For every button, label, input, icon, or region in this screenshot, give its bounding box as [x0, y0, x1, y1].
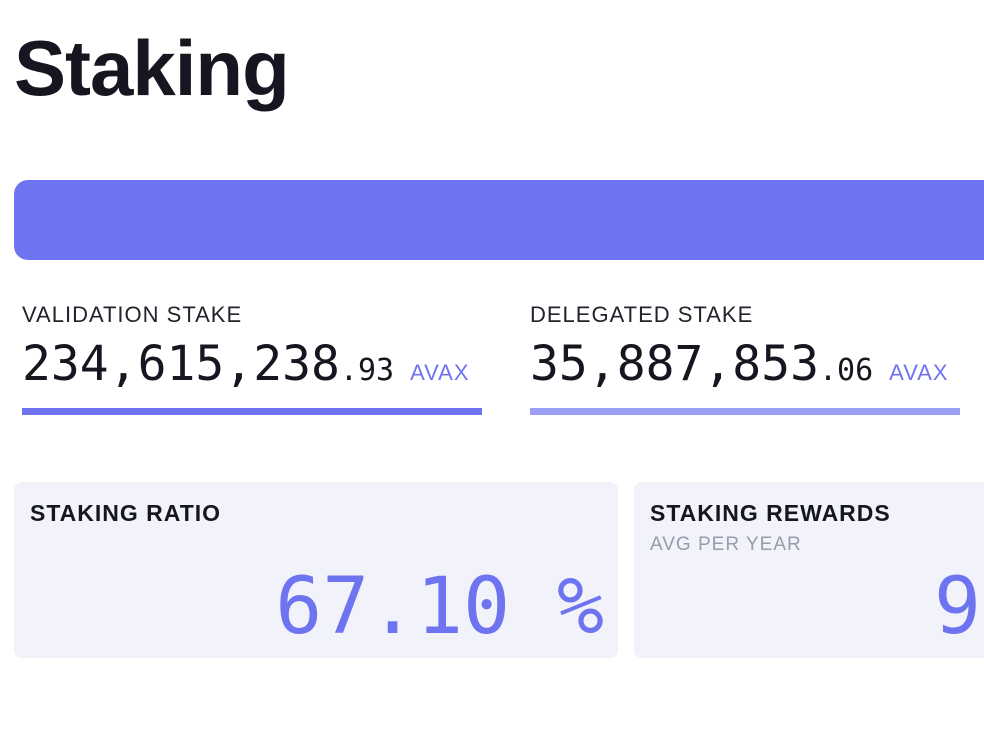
validation-stake-label: VALIDATION STAKE: [22, 302, 243, 327]
delegated-stake-underline: [530, 408, 960, 415]
validation-stake-value: 234,615,238 .93 AVAX: [22, 336, 482, 392]
delegated-stake-integer: 35,887,853: [530, 336, 819, 392]
validation-stake-integer: 234,615,238: [22, 336, 340, 392]
staking-ratio-value: 67.10 %: [275, 562, 604, 652]
page-title: Staking: [14, 24, 290, 112]
delegated-stake-value: 35,887,853 .06 AVAX: [530, 336, 960, 392]
delegated-stake-panel: DELEGATED STAKE 35,887,853 .06 AVAX: [530, 300, 960, 415]
validation-stake-unit: AVAX: [410, 360, 470, 385]
delegated-stake-unit: AVAX: [889, 360, 949, 385]
staking-rewards-title: STAKING REWARDS: [650, 500, 891, 526]
delegated-stake-decimal: .06: [818, 353, 874, 388]
staking-ratio-title: STAKING RATIO: [30, 500, 222, 526]
staking-rewards-value: 9: [934, 562, 981, 652]
staking-rewards-card: STAKING REWARDS AVG PER YEAR 9: [634, 482, 984, 658]
validation-stake-panel: VALIDATION STAKE 234,615,238 .93 AVAX: [22, 300, 482, 415]
stake-distribution-bar: [14, 180, 984, 260]
delegated-stake-label: DELEGATED STAKE: [530, 302, 754, 327]
validation-stake-underline: [22, 408, 482, 415]
staking-rewards-subtitle: AVG PER YEAR: [650, 534, 802, 555]
staking-ratio-card: STAKING RATIO 67.10 %: [14, 482, 618, 658]
validation-stake-decimal: .93: [339, 353, 395, 388]
